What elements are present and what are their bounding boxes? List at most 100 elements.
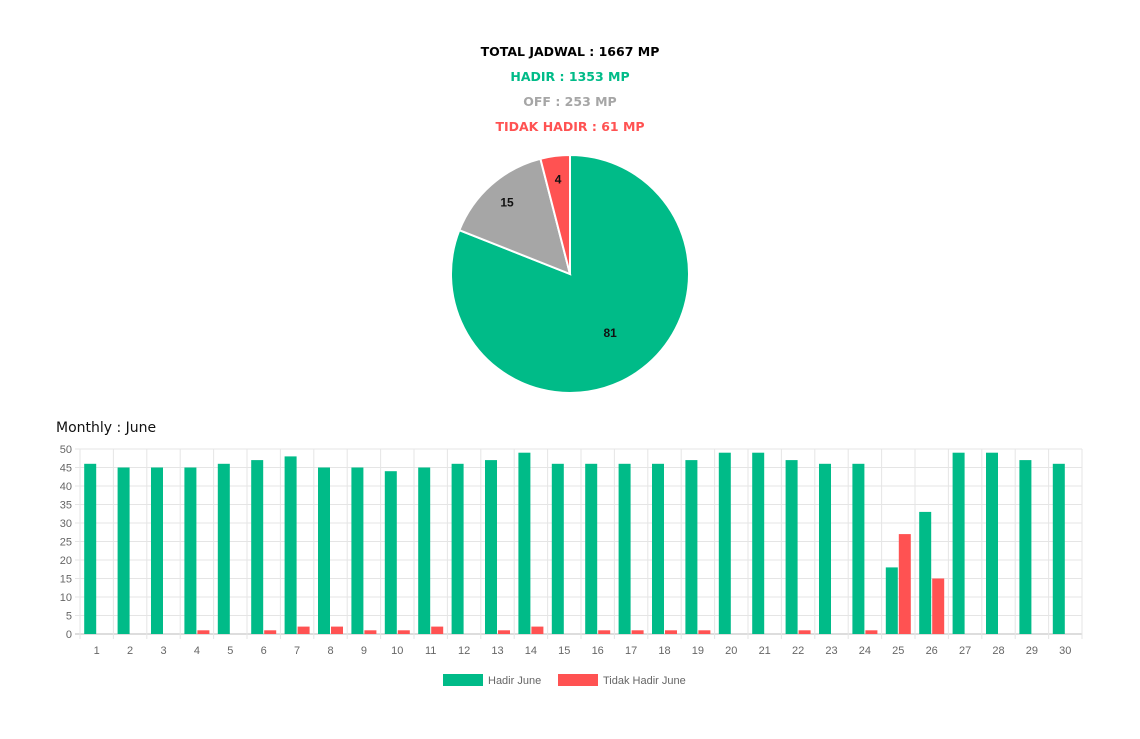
bar-hadir <box>1019 460 1032 634</box>
legend-label-hadir: Hadir June <box>488 675 541 687</box>
x-tick-label: 17 <box>625 645 637 657</box>
y-tick-label: 0 <box>66 629 72 641</box>
x-tick-label: 25 <box>892 645 904 657</box>
bar-hadir <box>184 467 197 634</box>
pie-slice-off <box>458 157 572 276</box>
x-tick-label: 24 <box>859 645 871 657</box>
bar-hadir <box>485 460 497 634</box>
bar-hadir <box>652 463 664 634</box>
bar-hadir <box>151 467 163 634</box>
attendance-pie-chart: 81 15 4 <box>450 153 690 394</box>
x-tick-label: 6 <box>261 645 267 657</box>
bar-hadir <box>752 452 765 634</box>
y-tick-label: 5 <box>66 611 72 623</box>
y-tick-label: 10 <box>60 592 72 604</box>
legend-label-tidak-hadir: Tidak Hadir June <box>603 675 686 687</box>
bar-tidak-hadir <box>598 630 611 634</box>
y-tick-label: 15 <box>60 574 72 586</box>
bar-hadir <box>117 467 130 634</box>
x-tick-label: 13 <box>491 645 503 657</box>
x-tick-label: 21 <box>759 645 771 657</box>
bar-hadir <box>551 463 564 634</box>
bar-hadir <box>518 452 531 634</box>
x-tick-label: 22 <box>792 645 804 657</box>
y-tick-label: 30 <box>60 518 72 530</box>
x-tick-label: 27 <box>959 645 971 657</box>
monthly-chart-title: Monthly : June <box>56 420 157 436</box>
summary-off: OFF : 253 MP <box>523 94 617 109</box>
x-tick-label: 30 <box>1059 645 1071 657</box>
bar-hadir <box>585 463 598 634</box>
x-tick-label: 8 <box>327 645 333 657</box>
bar-hadir <box>885 567 898 634</box>
x-tick-label: 20 <box>725 645 737 657</box>
bar-tidak-hadir <box>865 630 878 634</box>
bar-tidak-hadir <box>331 626 343 634</box>
bar-hadir <box>418 467 431 634</box>
x-tick-label: 10 <box>391 645 403 657</box>
x-tick-label: 9 <box>361 645 367 657</box>
bar-hadir <box>351 467 364 634</box>
y-tick-label: 35 <box>60 500 72 512</box>
bar-hadir <box>384 471 397 634</box>
x-tick-label: 18 <box>658 645 670 657</box>
bar-hadir <box>318 467 330 634</box>
bar-hadir <box>952 452 965 634</box>
x-tick-label: 12 <box>458 645 470 657</box>
bar-hadir <box>685 460 698 634</box>
bar-hadir <box>1052 463 1065 634</box>
bar-tidak-hadir <box>431 626 444 634</box>
x-tick-label: 19 <box>692 645 704 657</box>
x-tick-label: 4 <box>194 645 200 657</box>
bar-tidak-hadir <box>498 630 510 634</box>
bar-tidak-hadir <box>264 630 277 634</box>
x-tick-label: 26 <box>926 645 938 657</box>
x-tick-label: 15 <box>558 645 570 657</box>
y-tick-label: 40 <box>60 481 72 493</box>
bar-hadir <box>718 452 731 634</box>
bar-tidak-hadir <box>932 578 945 634</box>
bar-tidak-hadir <box>631 630 644 634</box>
bar-hadir <box>451 463 464 634</box>
bar-tidak-hadir <box>364 630 377 634</box>
y-tick-label: 20 <box>60 555 72 567</box>
x-tick-label: 11 <box>425 645 436 657</box>
bar-tidak-hadir <box>297 626 310 634</box>
bar-hadir <box>284 456 297 634</box>
bar-hadir <box>852 463 865 634</box>
bar-hadir <box>251 460 264 634</box>
legend-swatch-hadir <box>443 674 483 686</box>
bar-hadir <box>84 463 97 634</box>
x-tick-label: 5 <box>227 645 233 657</box>
bar-tidak-hadir <box>197 630 210 634</box>
x-tick-label: 3 <box>160 645 166 657</box>
summary-hadir: HADIR : 1353 MP <box>510 69 630 84</box>
bar-hadir <box>618 463 631 634</box>
bar-tidak-hadir <box>531 626 544 634</box>
x-tick-label: 14 <box>525 645 537 657</box>
bar-tidak-hadir <box>798 630 811 634</box>
legend-swatch-tidak-hadir <box>558 674 598 686</box>
x-tick-label: 1 <box>94 645 100 657</box>
bar-tidak-hadir <box>397 630 410 634</box>
x-tick-label: 16 <box>592 645 604 657</box>
summary-total: TOTAL JADWAL : 1667 MP <box>480 44 660 59</box>
bar-hadir <box>819 463 831 634</box>
x-tick-label: 2 <box>127 645 133 657</box>
y-tick-label: 25 <box>60 537 72 549</box>
x-tick-label: 29 <box>1026 645 1038 657</box>
pie-slice-tidak-hadir <box>539 153 571 275</box>
bar-tidak-hadir <box>898 534 911 634</box>
x-tick-label: 28 <box>992 645 1004 657</box>
bar-hadir <box>217 463 230 634</box>
pie-slice-label: 4 <box>555 173 562 187</box>
pie-slice-label: 81 <box>603 326 617 340</box>
bar-hadir <box>986 452 998 634</box>
y-tick-label: 45 <box>60 463 72 475</box>
bar-tidak-hadir <box>698 630 711 634</box>
summary-tidak-hadir: TIDAK HADIR : 61 MP <box>495 119 645 134</box>
pie-slice-hadir <box>450 153 690 394</box>
y-tick-label: 50 <box>60 444 72 456</box>
bar-tidak-hadir <box>665 630 677 634</box>
